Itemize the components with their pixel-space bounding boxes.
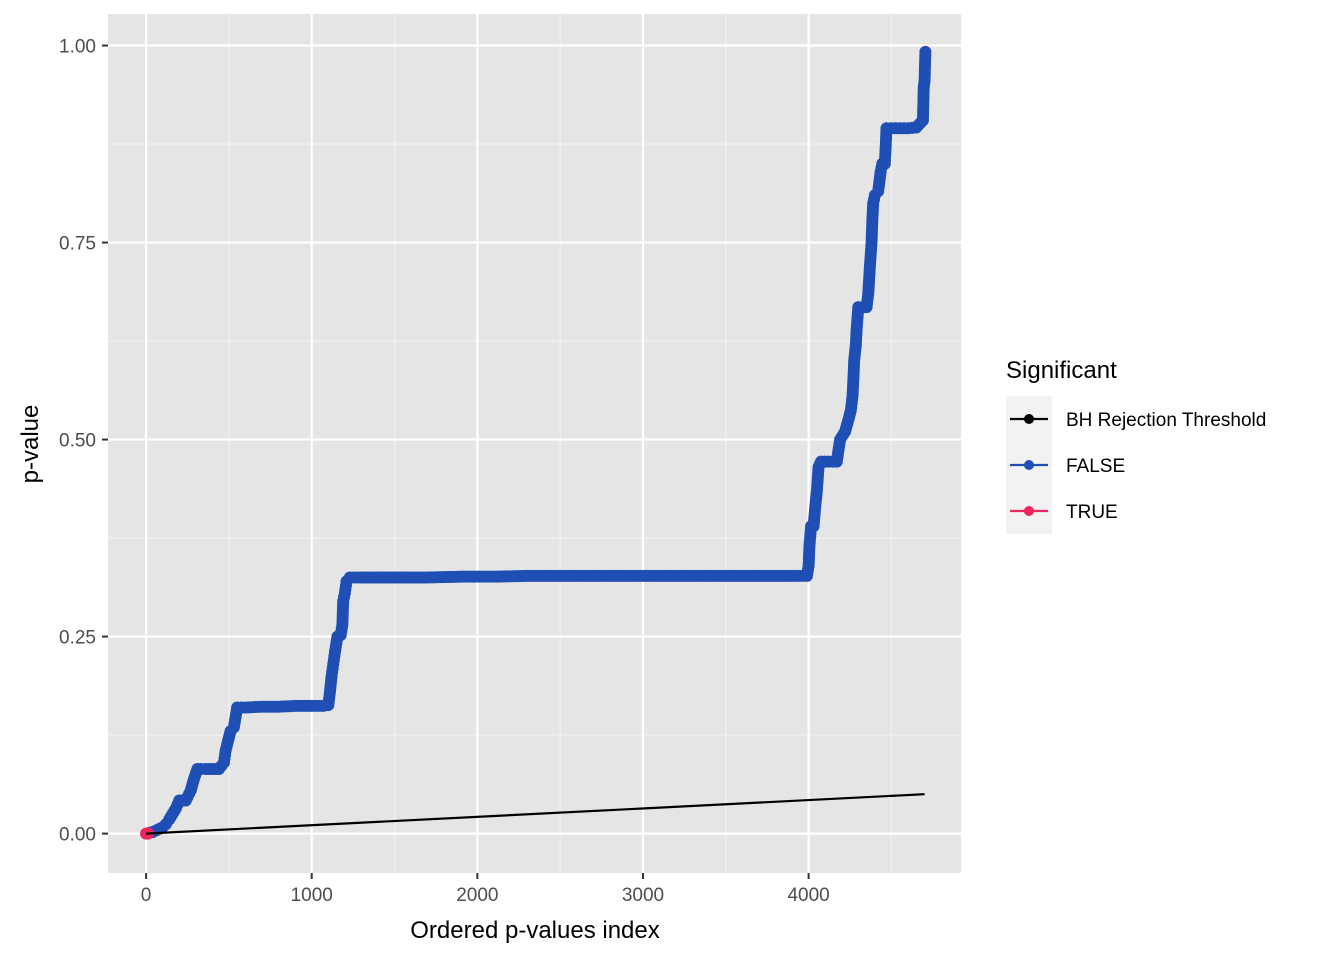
legend-key-point: [1024, 414, 1034, 424]
x-tick-label: 0: [141, 885, 152, 906]
x-tick-label: 1000: [291, 885, 333, 906]
y-tick-label: 0.00: [59, 825, 96, 846]
series-bh-rejection-threshold: [146, 793, 925, 835]
plot-panel: [108, 14, 961, 873]
y-axis-title: p-value: [17, 405, 44, 484]
legend: Significant BH Rejection Threshold FALSE T…: [1006, 357, 1266, 534]
x-axis-title: Ordered p-values index: [410, 917, 659, 944]
legend-label: BH Rejection Threshold: [1066, 410, 1266, 431]
x-tick-label: 2000: [456, 885, 498, 906]
y-tick-label: 0.25: [59, 628, 96, 649]
legend-title: Significant: [1006, 357, 1117, 384]
data-point: [919, 45, 932, 58]
x-tick-label: 3000: [622, 885, 664, 906]
minor-gridlines: [108, 14, 961, 873]
legend-entry-false: FALSE: [1006, 442, 1125, 488]
legend-key-point: [1024, 506, 1034, 516]
x-tick-label: 4000: [787, 885, 829, 906]
major-gridlines: [108, 14, 961, 873]
legend-entries: BH Rejection Threshold FALSE TRUE: [1006, 396, 1266, 534]
y-tick-label: 1.00: [59, 37, 96, 58]
legend-label: TRUE: [1066, 502, 1118, 523]
legend-entry-true: TRUE: [1006, 488, 1118, 534]
series-layer: [140, 45, 932, 840]
threshold-line: [146, 793, 925, 835]
x-axis-ticks: 0 1000 2000 3000 4000: [141, 873, 830, 906]
y-tick-label: 0.50: [59, 431, 96, 452]
legend-label: FALSE: [1066, 456, 1125, 477]
series-false: [143, 45, 932, 839]
legend-key-point: [1024, 460, 1034, 470]
y-tick-label: 0.75: [59, 234, 96, 255]
y-axis-ticks: 0.00 0.25 0.50 0.75 1.00: [59, 37, 108, 846]
legend-entry-bh-rejection-threshold: BH Rejection Threshold: [1006, 396, 1266, 442]
